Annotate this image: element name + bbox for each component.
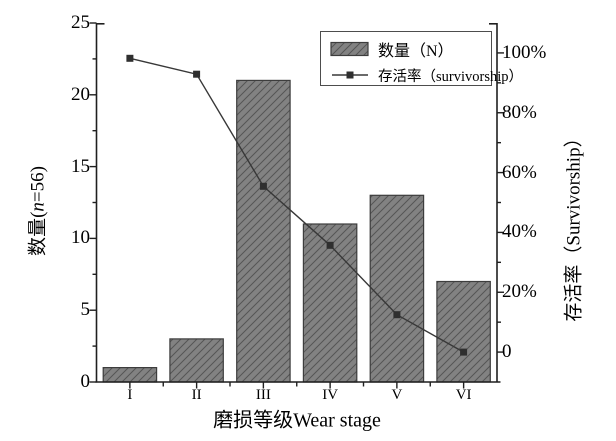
line-series-swatch-icon bbox=[332, 71, 368, 79]
legend-label-count: 数量（N） bbox=[378, 43, 454, 60]
x-axis-title: 磨损等级Wear stage bbox=[213, 409, 381, 432]
bar-I bbox=[102, 367, 158, 383]
left-axis-title-var: n bbox=[27, 202, 49, 212]
bar-II bbox=[169, 338, 224, 383]
bar-IV bbox=[302, 223, 358, 383]
legend-row-line: 存活率（survivorship） bbox=[321, 62, 523, 88]
bar-V bbox=[369, 194, 425, 383]
bar-III bbox=[236, 79, 291, 383]
right-axis-title: 存活率（Survivorship） bbox=[563, 128, 585, 322]
line-marker-VI bbox=[460, 348, 468, 356]
line-marker-II bbox=[193, 70, 201, 78]
survivorship-line bbox=[129, 57, 464, 353]
legend-label-survivorship: 存活率（survivorship） bbox=[378, 68, 523, 85]
left-axis-title: 数量(n=56) bbox=[23, 166, 50, 256]
line-marker-III bbox=[259, 182, 267, 190]
bar-series-swatch-icon bbox=[330, 41, 369, 57]
bar-VI bbox=[436, 280, 491, 383]
line-marker-I bbox=[126, 54, 134, 62]
left-axis-title-text: 数量( bbox=[27, 211, 49, 256]
legend-row-bars: 数量（N） bbox=[321, 32, 491, 62]
line-marker-IV bbox=[326, 241, 334, 249]
legend: 数量（N） 存活率（survivorship） bbox=[320, 31, 523, 88]
line-marker-V bbox=[393, 311, 401, 319]
left-axis-title-suffix: =56) bbox=[27, 166, 49, 203]
